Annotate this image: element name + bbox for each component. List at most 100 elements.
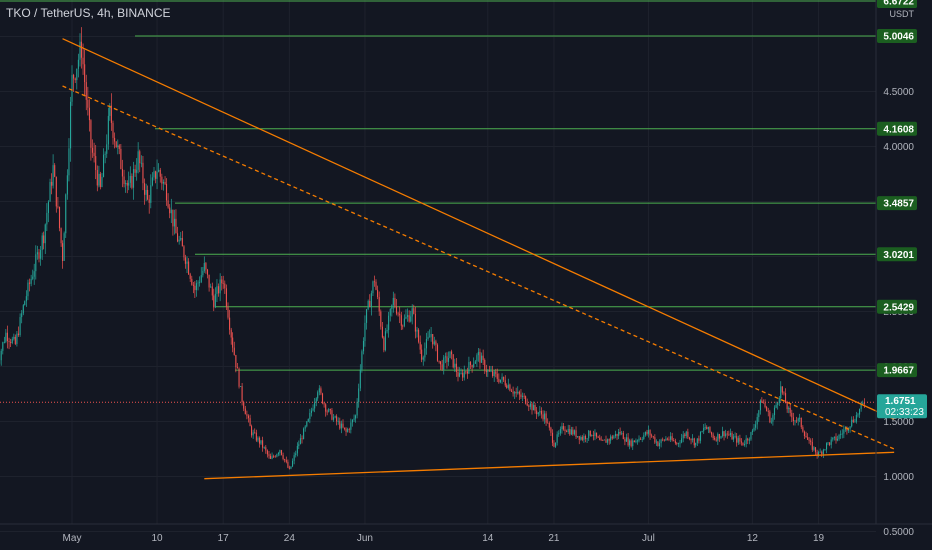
candle-body [107, 115, 109, 145]
candle-body [722, 431, 724, 437]
candle-body [603, 439, 605, 441]
candle-body [863, 402, 865, 405]
candle-body [362, 340, 365, 352]
candle-body [329, 409, 331, 411]
candle-body [495, 371, 497, 374]
candle-body [684, 434, 686, 436]
candle-body [402, 325, 404, 327]
candle-body [808, 439, 810, 441]
candle-body [161, 176, 163, 184]
candle-body [605, 439, 607, 443]
candle-body [625, 437, 628, 442]
candle-body [438, 360, 440, 362]
candle-body [184, 257, 186, 264]
candle-body [38, 252, 40, 259]
candle-body [586, 438, 588, 440]
candle-body [98, 173, 100, 186]
candle-body [732, 436, 735, 440]
candle-body [235, 355, 237, 368]
time-tick-label: Jun [357, 533, 373, 544]
candle-body [773, 407, 776, 416]
candle-body [526, 403, 528, 406]
price-level-lines[interactable] [0, 0, 876, 403]
time-axis[interactable]: May 10 17 24 Jun 14 21 Jul 12 19 [63, 533, 825, 544]
candle-body [40, 250, 42, 259]
candle-body [699, 431, 702, 441]
candle-body [180, 238, 182, 240]
candle-body [857, 414, 859, 416]
candle-body [25, 296, 27, 302]
candle-body [77, 59, 79, 69]
candle-body [814, 447, 817, 453]
candle-body [618, 431, 620, 437]
candle-body [369, 300, 371, 308]
candle-body [764, 402, 766, 407]
candle-body [388, 315, 390, 330]
candle-body [624, 439, 626, 442]
price-level-tag [877, 247, 917, 262]
candle-body [523, 395, 525, 397]
candle-body [488, 370, 490, 372]
candle-body [706, 427, 708, 430]
candle-body [205, 263, 207, 270]
candle-body [734, 436, 736, 438]
candle-body [534, 404, 536, 411]
candle-body [596, 432, 598, 437]
price-level-tag [877, 196, 917, 211]
candle-body [80, 41, 82, 58]
candle-body [577, 436, 579, 438]
candle-body [515, 392, 517, 394]
candle-body [287, 461, 289, 468]
candle-body [641, 439, 643, 440]
candle-body [17, 333, 20, 336]
candle-body [561, 426, 563, 430]
candle-body [353, 418, 355, 420]
candle-body [76, 68, 78, 81]
candle-body [629, 440, 631, 446]
candle-body [208, 274, 210, 288]
candle-body [666, 438, 668, 440]
candle-body [238, 368, 240, 387]
candle-body [688, 437, 690, 439]
candle-body [57, 206, 59, 208]
candle-body [640, 438, 642, 440]
candle-body [635, 440, 637, 443]
candle-body [403, 318, 405, 326]
lower-support-trendline[interactable] [204, 451, 895, 480]
upper-trendline[interactable] [62, 38, 895, 420]
candle-body [416, 329, 418, 332]
candle-body [243, 402, 245, 409]
candle-body [542, 414, 544, 420]
candle-body [54, 165, 56, 177]
current-price-tag [877, 394, 927, 419]
trendlines-layer[interactable] [62, 38, 895, 480]
candle-body [315, 398, 317, 403]
candle-body [326, 411, 328, 413]
candle-body [468, 362, 470, 374]
candle-body [633, 440, 635, 443]
candle-body [151, 177, 153, 186]
candle-body [259, 437, 261, 444]
candle-body [748, 439, 750, 441]
time-tick-label: 19 [813, 533, 825, 544]
candle-body [740, 441, 743, 443]
candle-body [674, 441, 676, 444]
candle-body [121, 168, 123, 177]
candle-body [268, 454, 270, 456]
candle-body [778, 398, 780, 403]
candle-body [729, 432, 731, 436]
candle-body [781, 386, 783, 393]
candle-body [356, 402, 358, 416]
candle-body [87, 99, 89, 108]
candle-body [536, 410, 538, 415]
candle-body [829, 442, 831, 445]
candle-body [775, 404, 777, 408]
candle-body [473, 363, 475, 368]
upper-dashed-trendline[interactable] [62, 85, 895, 450]
candle-body [696, 438, 698, 443]
candle-body [0, 350, 2, 361]
candle-body [123, 176, 125, 184]
candle-body [51, 181, 53, 186]
candle-body [103, 154, 105, 177]
